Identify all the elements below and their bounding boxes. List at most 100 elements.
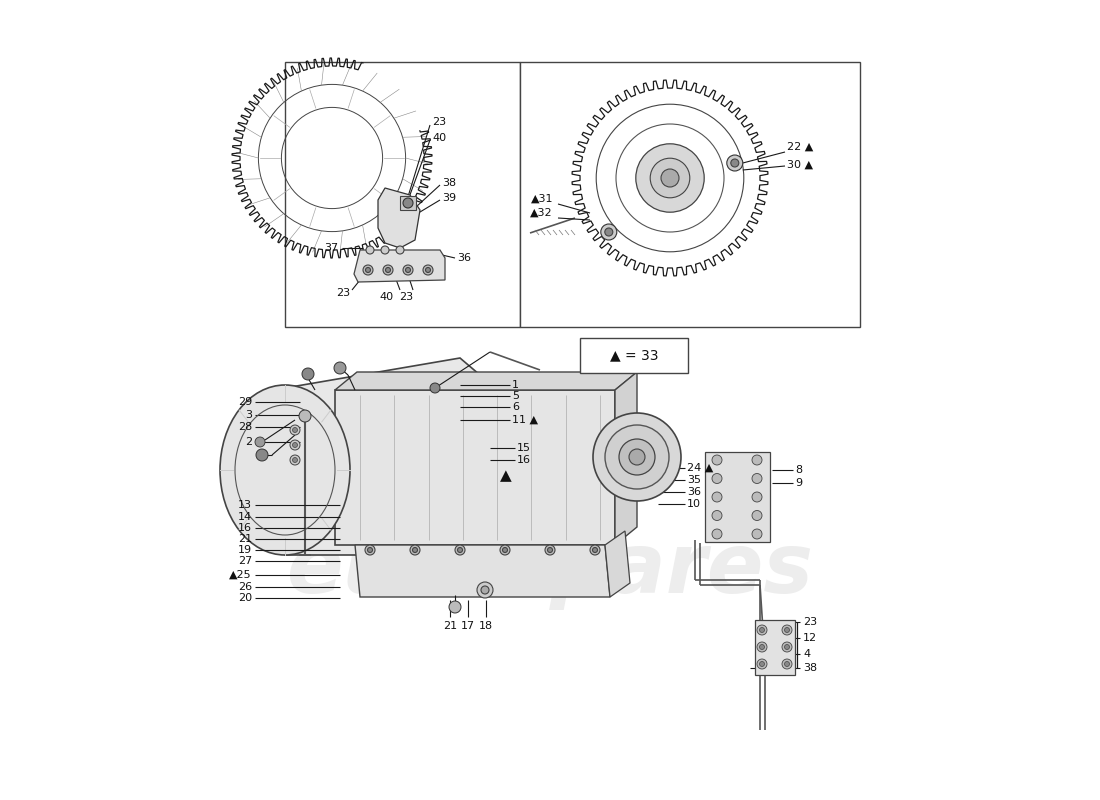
Circle shape xyxy=(605,425,669,489)
Circle shape xyxy=(752,455,762,465)
Polygon shape xyxy=(605,531,630,597)
Text: 9: 9 xyxy=(795,478,802,488)
Polygon shape xyxy=(336,372,637,390)
Text: 21: 21 xyxy=(443,621,458,631)
Text: 1: 1 xyxy=(512,380,519,390)
Circle shape xyxy=(619,439,654,475)
Circle shape xyxy=(381,246,389,254)
Circle shape xyxy=(759,627,764,633)
Circle shape xyxy=(784,645,790,650)
Circle shape xyxy=(299,410,311,422)
Circle shape xyxy=(500,545,510,555)
Bar xyxy=(580,338,688,373)
Text: 23: 23 xyxy=(399,292,414,302)
Text: 17: 17 xyxy=(461,621,475,631)
Text: 29: 29 xyxy=(238,397,252,407)
Circle shape xyxy=(712,510,722,521)
Circle shape xyxy=(449,601,461,613)
Circle shape xyxy=(365,545,375,555)
Circle shape xyxy=(290,455,300,465)
Circle shape xyxy=(730,159,739,167)
Circle shape xyxy=(661,169,679,187)
Circle shape xyxy=(410,545,420,555)
Text: 23: 23 xyxy=(803,617,817,627)
Text: eurospares: eurospares xyxy=(286,210,814,290)
Circle shape xyxy=(548,547,552,553)
Circle shape xyxy=(403,198,412,208)
Circle shape xyxy=(412,547,418,553)
Circle shape xyxy=(752,492,762,502)
Circle shape xyxy=(593,547,597,553)
Circle shape xyxy=(363,265,373,275)
Text: 5: 5 xyxy=(512,391,519,401)
Text: 40: 40 xyxy=(378,292,393,302)
Text: 23: 23 xyxy=(336,288,350,298)
Text: 18: 18 xyxy=(478,621,493,631)
Text: 6: 6 xyxy=(512,402,519,412)
Bar xyxy=(520,62,860,327)
Text: 11 ▲: 11 ▲ xyxy=(512,415,538,425)
Circle shape xyxy=(759,645,764,650)
Circle shape xyxy=(650,158,690,198)
Circle shape xyxy=(601,224,617,240)
Circle shape xyxy=(430,383,440,393)
Text: 36: 36 xyxy=(456,253,471,263)
Text: 8: 8 xyxy=(795,465,802,475)
Polygon shape xyxy=(355,545,610,597)
Circle shape xyxy=(712,492,722,502)
Text: 13: 13 xyxy=(238,500,252,510)
Circle shape xyxy=(752,474,762,483)
Text: 37: 37 xyxy=(323,243,338,253)
Circle shape xyxy=(590,545,600,555)
Circle shape xyxy=(782,642,792,652)
Circle shape xyxy=(605,228,613,236)
Circle shape xyxy=(293,442,297,447)
Circle shape xyxy=(334,362,346,374)
Text: 28: 28 xyxy=(238,422,252,432)
Text: 16: 16 xyxy=(238,523,252,533)
Circle shape xyxy=(383,265,393,275)
Circle shape xyxy=(752,529,762,539)
Text: 24 ▲: 24 ▲ xyxy=(688,463,713,473)
Circle shape xyxy=(426,267,430,273)
Circle shape xyxy=(481,586,490,594)
Circle shape xyxy=(293,427,297,433)
Polygon shape xyxy=(285,358,480,555)
Circle shape xyxy=(757,642,767,652)
Text: 35: 35 xyxy=(688,475,701,485)
Text: 38: 38 xyxy=(442,178,456,188)
Circle shape xyxy=(367,547,373,553)
Text: 16: 16 xyxy=(517,455,531,465)
Circle shape xyxy=(385,267,390,273)
Circle shape xyxy=(365,267,371,273)
Text: 27: 27 xyxy=(238,556,252,566)
Text: ▲25: ▲25 xyxy=(230,570,252,580)
Circle shape xyxy=(290,425,300,435)
Circle shape xyxy=(759,662,764,666)
Circle shape xyxy=(727,155,742,171)
Text: ▲31: ▲31 xyxy=(530,194,553,204)
Circle shape xyxy=(255,437,265,447)
Circle shape xyxy=(636,144,704,212)
Circle shape xyxy=(302,368,313,380)
Bar xyxy=(400,196,416,210)
Text: eurospares: eurospares xyxy=(286,530,814,610)
Text: 30 ▲: 30 ▲ xyxy=(786,160,813,170)
Text: 22 ▲: 22 ▲ xyxy=(786,142,813,152)
Circle shape xyxy=(424,265,433,275)
Circle shape xyxy=(629,449,645,465)
Text: 38: 38 xyxy=(803,663,817,673)
Circle shape xyxy=(757,659,767,669)
Text: 21: 21 xyxy=(238,534,252,544)
Circle shape xyxy=(503,547,507,553)
Text: 40: 40 xyxy=(432,133,447,143)
Circle shape xyxy=(712,474,722,483)
Text: 15: 15 xyxy=(517,443,531,453)
Circle shape xyxy=(293,458,297,462)
Bar xyxy=(285,62,520,327)
Circle shape xyxy=(712,529,722,539)
Circle shape xyxy=(366,246,374,254)
Circle shape xyxy=(757,625,767,635)
Circle shape xyxy=(752,510,762,521)
Circle shape xyxy=(406,267,410,273)
